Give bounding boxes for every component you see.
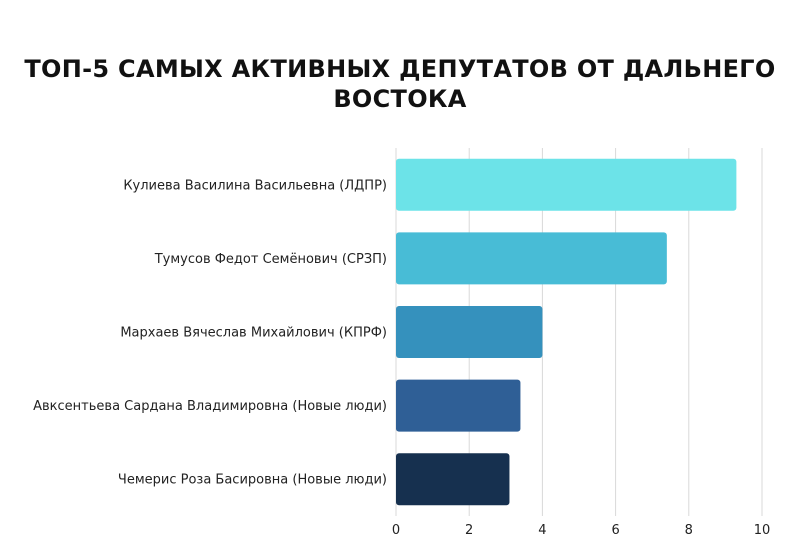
x-tick-label: 10 — [754, 523, 771, 538]
category-label: Тумусов Федот Семёнович (СРЗП) — [154, 252, 387, 267]
bar — [396, 158, 737, 211]
tick-label-layer: 0 2 4 6 8 10 — [392, 523, 770, 538]
category-label-layer: Кулиева Василина Васильевна (ЛДПР) Тумусо… — [33, 178, 387, 487]
category-label: Авксентьева Сардана Владимировна (Новые … — [33, 399, 387, 414]
category-label: Мархаев Вячеслав Михайлович (КПРФ) — [120, 326, 387, 341]
chart-title-line-1: ТОП-5 САМЫХ АКТИВНЫХ ДЕПУТАТОВ ОТ ДАЛЬНЕ… — [24, 55, 776, 83]
x-tick-label: 0 — [392, 523, 400, 538]
category-label: Чемерис Роза Басировна (Новые люди) — [118, 473, 387, 488]
chart-title-line-2: ВОСТОКА — [333, 85, 467, 113]
bar — [396, 379, 521, 432]
x-tick-label: 2 — [465, 523, 473, 538]
bar — [396, 232, 667, 285]
bar — [396, 453, 510, 506]
chart-title: ТОП-5 САМЫХ АКТИВНЫХ ДЕПУТАТОВ ОТ ДАЛЬНЕ… — [0, 54, 800, 114]
bar-layer — [396, 158, 737, 506]
x-tick-label: 6 — [611, 523, 619, 538]
x-tick-label: 8 — [685, 523, 693, 538]
bar — [396, 306, 543, 358]
x-tick-label: 4 — [538, 523, 546, 538]
category-label: Кулиева Василина Васильевна (ЛДПР) — [123, 178, 387, 193]
